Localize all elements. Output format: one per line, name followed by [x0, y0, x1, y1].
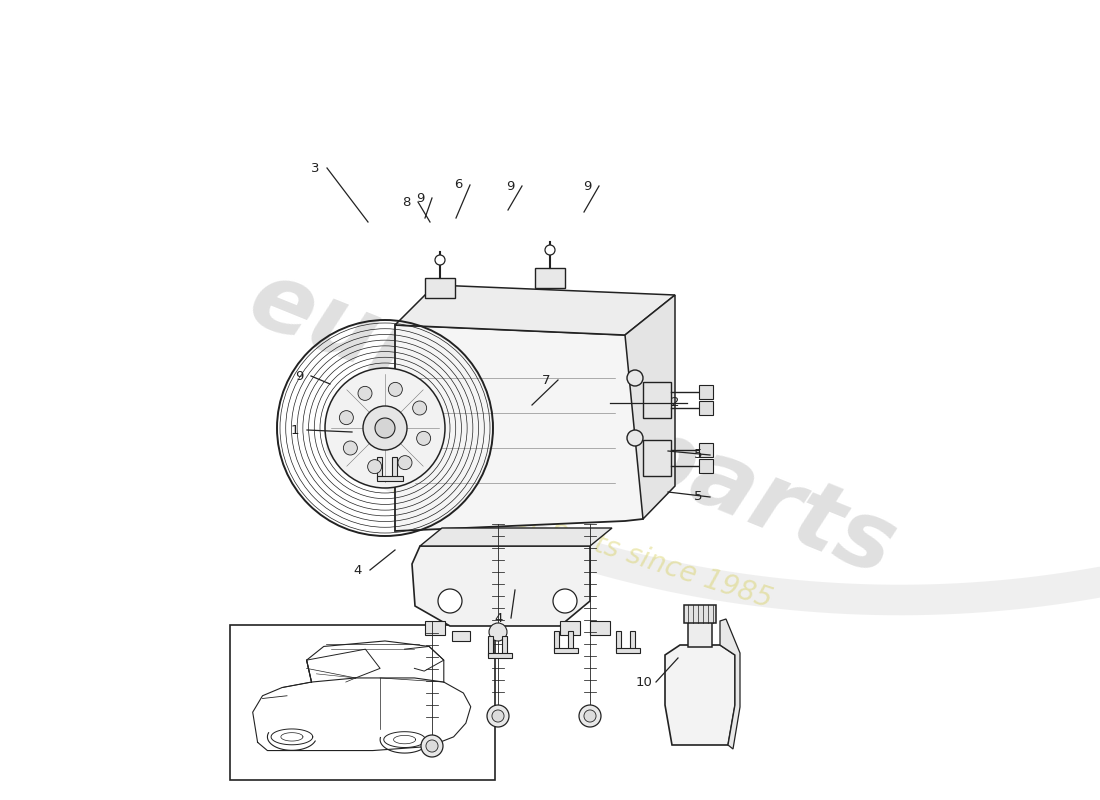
Text: 2: 2: [671, 397, 680, 410]
Text: 10: 10: [636, 675, 652, 689]
Bar: [568, 631, 572, 651]
Bar: [698, 385, 713, 399]
Bar: [698, 459, 713, 473]
Bar: [377, 476, 403, 481]
Text: 4: 4: [354, 563, 362, 577]
Text: eurocarparts: eurocarparts: [235, 252, 909, 596]
Text: 5: 5: [694, 490, 702, 503]
Polygon shape: [395, 285, 675, 335]
Circle shape: [367, 460, 382, 474]
Bar: [452, 631, 470, 641]
Bar: [616, 648, 640, 653]
Circle shape: [340, 410, 353, 425]
Polygon shape: [395, 313, 644, 531]
Circle shape: [584, 710, 596, 722]
Circle shape: [438, 589, 462, 613]
Bar: [644, 440, 671, 476]
Polygon shape: [720, 619, 740, 749]
Polygon shape: [666, 645, 735, 745]
Text: 7: 7: [541, 374, 550, 386]
Circle shape: [343, 441, 358, 455]
Circle shape: [358, 386, 372, 400]
Bar: [425, 278, 455, 298]
Bar: [560, 621, 580, 635]
Circle shape: [398, 456, 412, 470]
Bar: [616, 631, 620, 651]
Circle shape: [324, 368, 446, 488]
Circle shape: [421, 735, 443, 757]
Text: 9: 9: [416, 191, 425, 205]
Bar: [230, 625, 495, 780]
Bar: [425, 621, 446, 635]
Polygon shape: [412, 546, 590, 626]
Bar: [590, 621, 610, 635]
Circle shape: [579, 705, 601, 727]
Text: 3: 3: [310, 162, 319, 174]
Circle shape: [492, 710, 504, 722]
Bar: [488, 653, 512, 658]
Bar: [630, 631, 635, 651]
Bar: [688, 621, 712, 647]
Circle shape: [490, 623, 507, 641]
Bar: [684, 605, 716, 623]
Circle shape: [627, 430, 644, 446]
Text: 1: 1: [290, 423, 299, 437]
Bar: [502, 636, 506, 656]
Text: 8: 8: [402, 195, 410, 209]
Circle shape: [487, 705, 509, 727]
Polygon shape: [625, 295, 675, 519]
Text: 6: 6: [454, 178, 462, 191]
Text: 9: 9: [506, 179, 514, 193]
Circle shape: [388, 382, 403, 396]
Bar: [488, 636, 493, 656]
Bar: [554, 648, 578, 653]
Bar: [377, 457, 382, 479]
Bar: [644, 382, 671, 418]
Polygon shape: [420, 528, 612, 546]
Circle shape: [544, 245, 556, 255]
Bar: [554, 631, 559, 651]
Circle shape: [426, 740, 438, 752]
Bar: [698, 401, 713, 415]
Bar: [698, 443, 713, 457]
Circle shape: [417, 431, 430, 446]
Circle shape: [375, 418, 395, 438]
Circle shape: [553, 589, 578, 613]
Bar: [392, 457, 397, 479]
Bar: [535, 268, 565, 288]
Text: 5: 5: [694, 449, 702, 462]
Circle shape: [412, 401, 427, 415]
Text: 9: 9: [583, 179, 591, 193]
Text: a passion for parts since 1985: a passion for parts since 1985: [368, 458, 776, 614]
Circle shape: [434, 255, 446, 265]
Circle shape: [627, 370, 644, 386]
Text: 9: 9: [295, 370, 304, 382]
Circle shape: [363, 406, 407, 450]
Text: 4: 4: [495, 611, 503, 625]
